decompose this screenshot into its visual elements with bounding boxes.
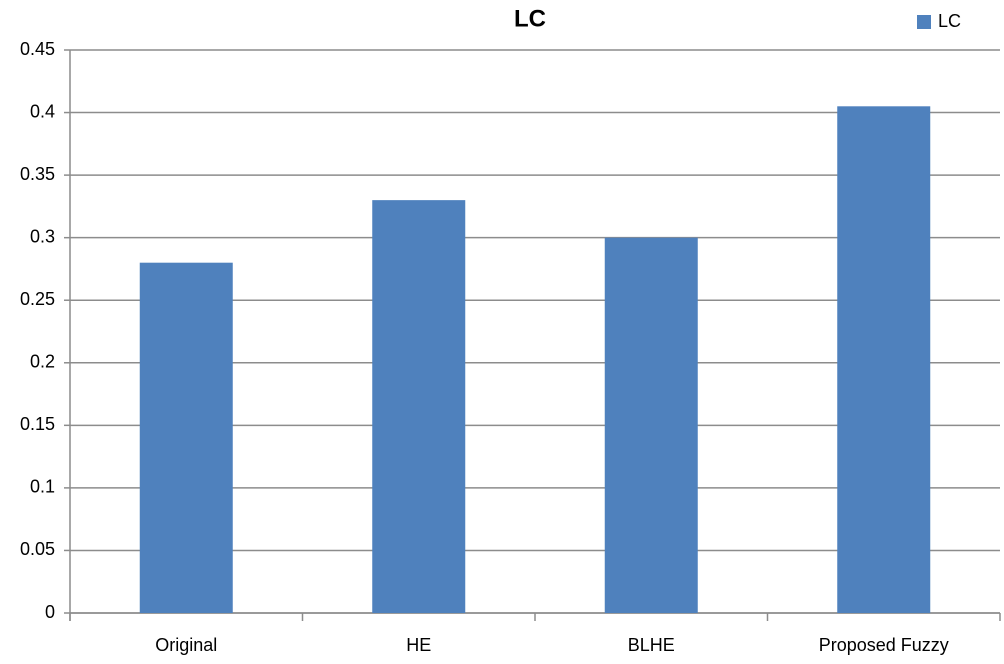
y-tick-label: 0.1	[30, 477, 55, 497]
x-tick-label: Proposed Fuzzy	[819, 635, 949, 655]
y-tick-label: 0	[45, 602, 55, 622]
x-tick-label: Original	[155, 635, 217, 655]
y-tick-label: 0.45	[20, 39, 55, 59]
chart-title: LC	[514, 5, 546, 32]
y-tick-label: 0.2	[30, 352, 55, 372]
y-tick-label: 0.4	[30, 101, 55, 121]
legend-swatch	[917, 15, 931, 29]
y-tick-label: 0.25	[20, 289, 55, 309]
bar	[837, 106, 931, 614]
bar	[372, 200, 466, 613]
x-tick-label: HE	[406, 635, 431, 655]
y-tick-label: 0.35	[20, 164, 55, 184]
bar	[139, 262, 233, 613]
x-tick-label: BLHE	[628, 635, 675, 655]
y-tick-label: 0.05	[20, 539, 55, 559]
y-tick-label: 0.15	[20, 414, 55, 434]
bar	[604, 237, 698, 613]
legend-label: LC	[938, 11, 961, 31]
y-tick-label: 0.3	[30, 226, 55, 246]
